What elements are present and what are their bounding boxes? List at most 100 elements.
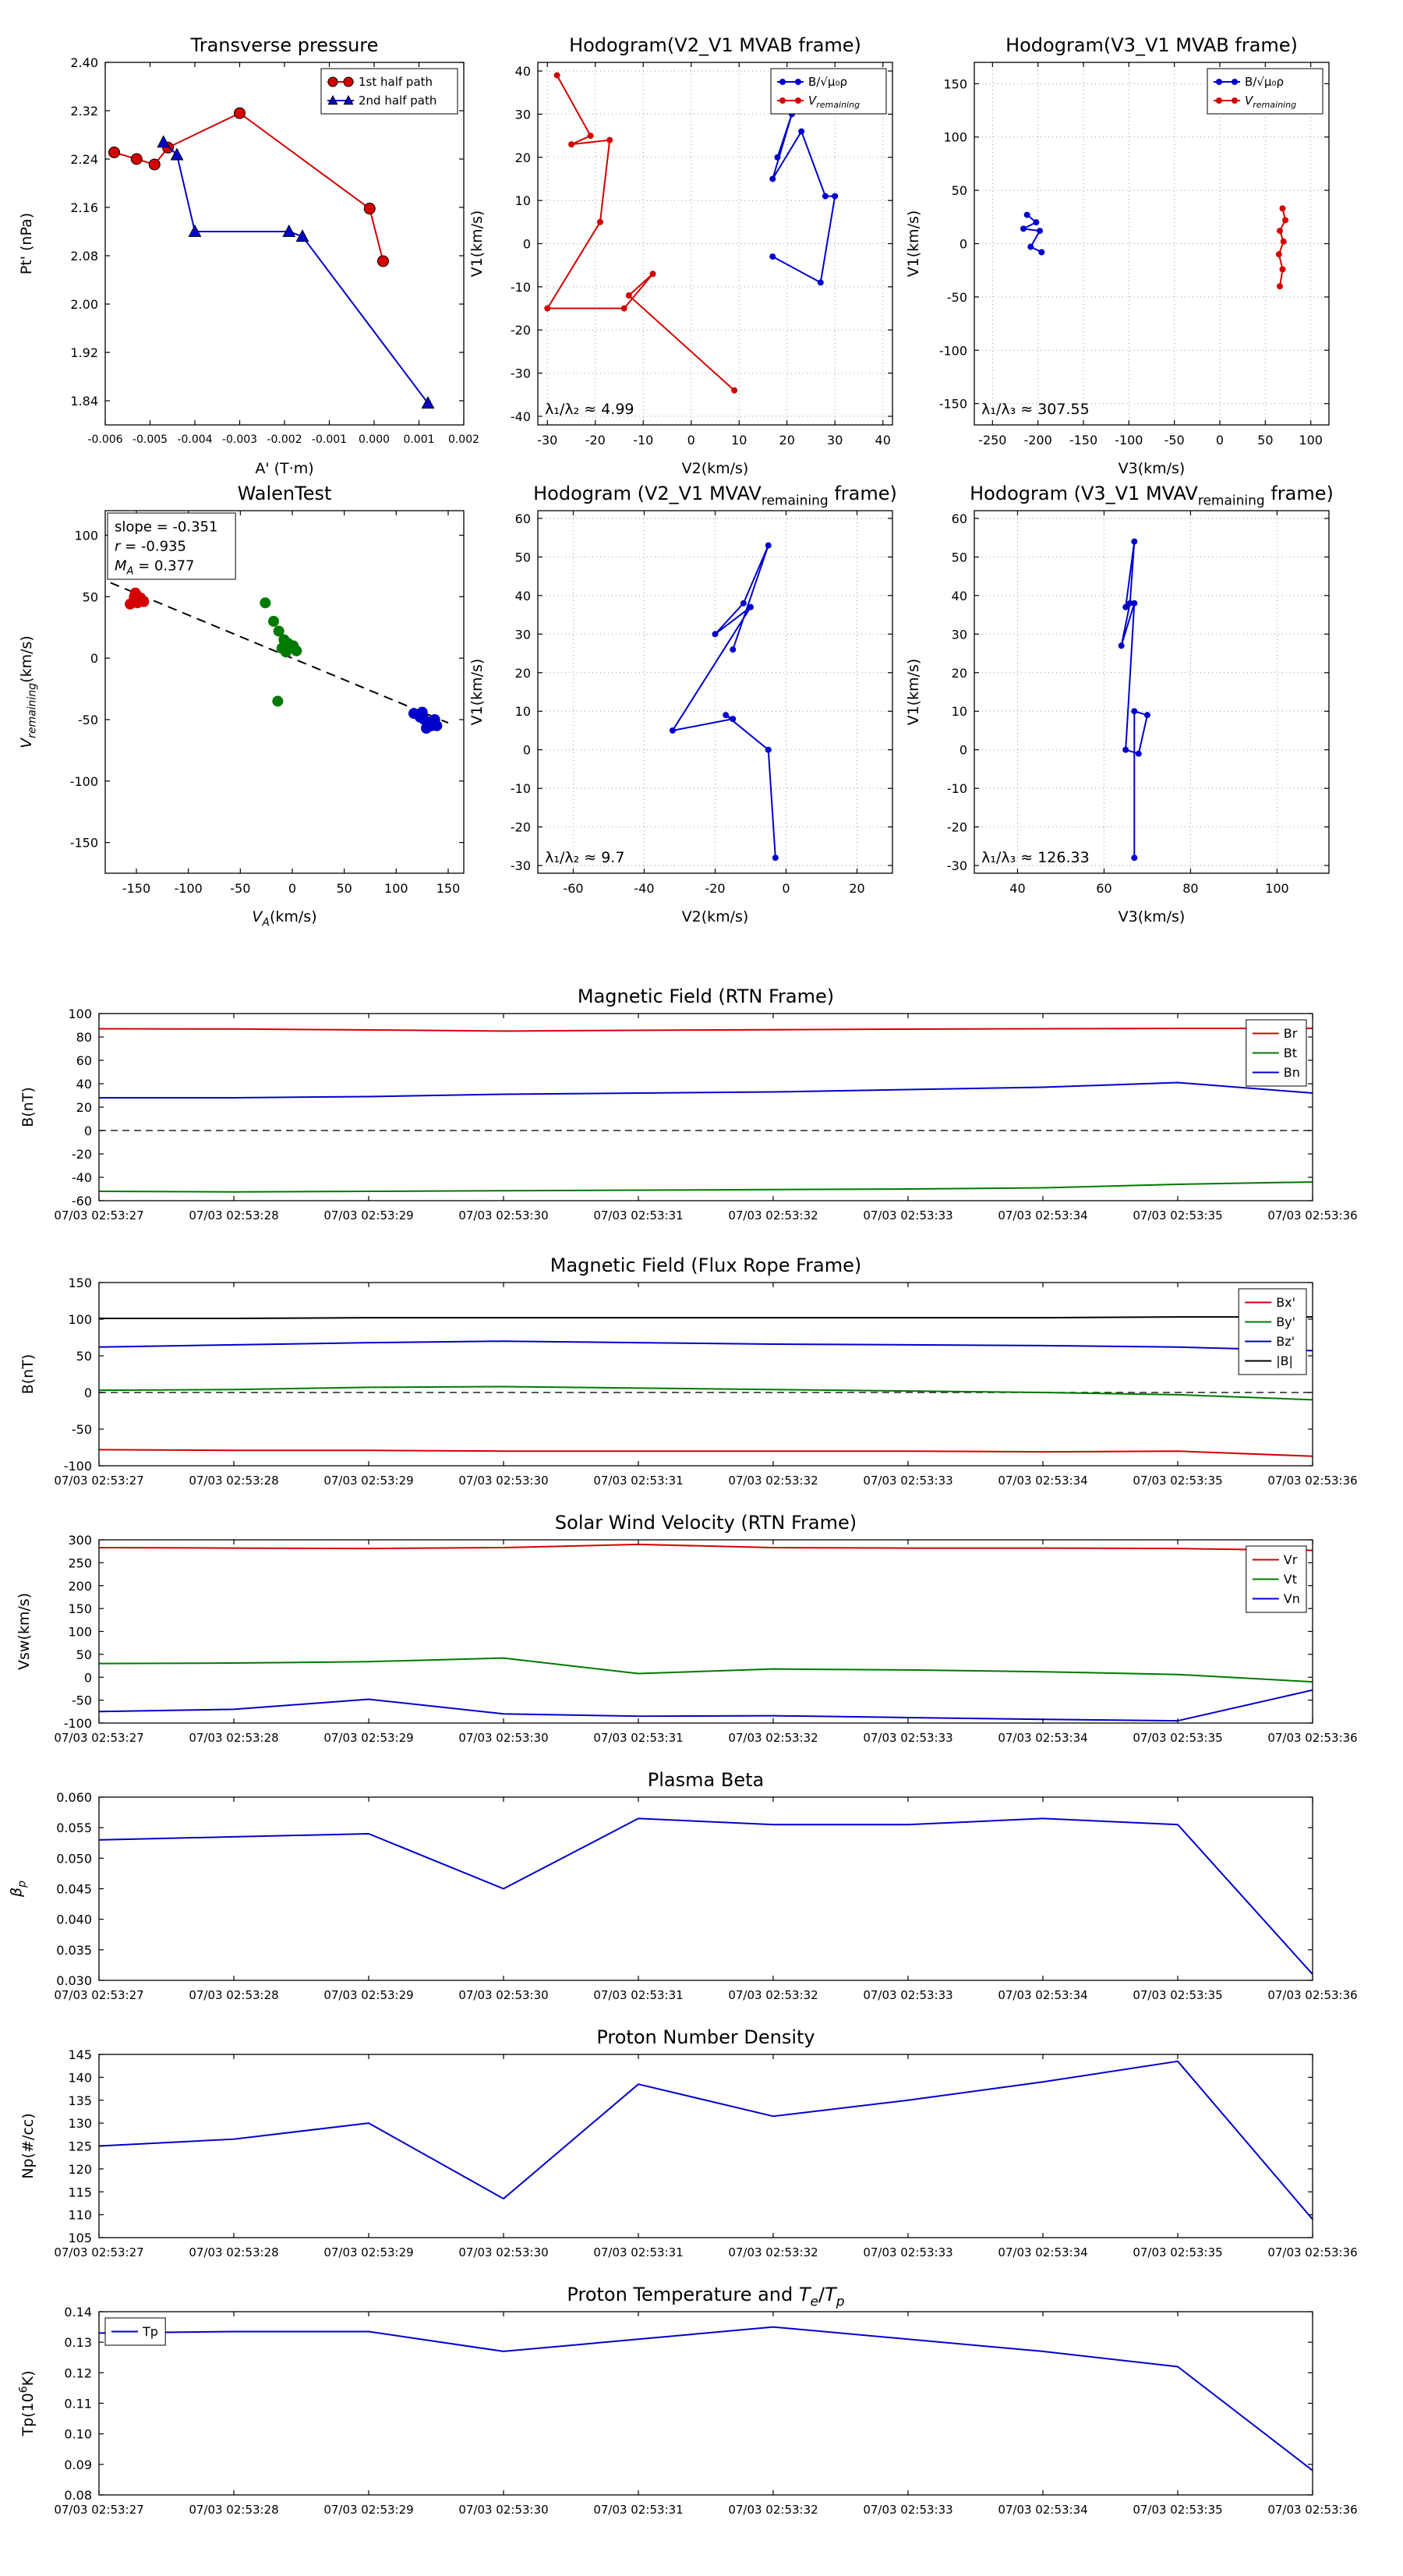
svg-text:07/03 02:53:27: 07/03 02:53:27 — [54, 1208, 143, 1223]
svg-text:07/03 02:53:36: 07/03 02:53:36 — [1267, 1208, 1357, 1223]
svg-text:145: 145 — [68, 2047, 92, 2062]
svg-text:0.030: 0.030 — [56, 1973, 92, 1988]
svg-text:λ₁/λ₃ ≈ 307.55: λ₁/λ₃ ≈ 307.55 — [981, 401, 1090, 418]
svg-text:150: 150 — [68, 1276, 92, 1290]
svg-text:0: 0 — [84, 1670, 92, 1685]
svg-text:07/03 02:53:36: 07/03 02:53:36 — [1267, 2245, 1357, 2259]
svg-text:0.040: 0.040 — [56, 1913, 92, 1927]
svg-text:0: 0 — [959, 237, 967, 252]
svg-text:-100: -100 — [939, 343, 967, 358]
svg-text:Plasma Beta: Plasma Beta — [648, 1769, 764, 1791]
svg-text:120: 120 — [68, 2162, 92, 2177]
svg-text:07/03 02:53:33: 07/03 02:53:33 — [863, 1731, 952, 1745]
svg-text:Bz': Bz' — [1276, 1334, 1295, 1349]
svg-text:0.12: 0.12 — [64, 2365, 92, 2380]
svg-text:slope = -0.351: slope = -0.351 — [115, 518, 217, 535]
svg-text:07/03 02:53:34: 07/03 02:53:34 — [998, 1208, 1087, 1223]
svg-text:Magnetic Field (RTN Frame): Magnetic Field (RTN Frame) — [578, 985, 834, 1007]
svg-text:Br: Br — [1284, 1026, 1298, 1041]
svg-text:250: 250 — [68, 1555, 92, 1570]
svg-text:MA = 0.377: MA = 0.377 — [115, 557, 195, 577]
svg-text:0.001: 0.001 — [403, 433, 434, 446]
svg-text:07/03 02:53:31: 07/03 02:53:31 — [593, 2503, 683, 2517]
svg-text:0: 0 — [1216, 433, 1224, 448]
svg-text:40: 40 — [515, 64, 531, 79]
svg-text:0.045: 0.045 — [56, 1882, 92, 1897]
svg-text:07/03 02:53:30: 07/03 02:53:30 — [458, 1988, 548, 2002]
svg-text:100: 100 — [943, 130, 967, 145]
svg-text:V1(km/s): V1(km/s) — [905, 659, 922, 726]
svg-text:07/03 02:53:29: 07/03 02:53:29 — [323, 2503, 413, 2517]
svg-text:λ₁/λ₂ ≈ 9.7: λ₁/λ₂ ≈ 9.7 — [545, 849, 624, 866]
svg-text:V1(km/s): V1(km/s) — [905, 211, 922, 278]
svg-text:07/03 02:53:33: 07/03 02:53:33 — [863, 1474, 952, 1488]
svg-text:07/03 02:53:29: 07/03 02:53:29 — [323, 2245, 413, 2259]
svg-text:Transverse pressure: Transverse pressure — [190, 34, 379, 56]
svg-text:Solar Wind Velocity (RTN Frame: Solar Wind Velocity (RTN Frame) — [555, 1512, 857, 1534]
svg-text:07/03 02:53:35: 07/03 02:53:35 — [1133, 1731, 1222, 1745]
svg-text:10: 10 — [731, 433, 747, 448]
svg-text:-10: -10 — [511, 280, 531, 295]
svg-text:150: 150 — [68, 1601, 92, 1616]
svg-text:-100: -100 — [64, 1459, 92, 1474]
svg-text:V3(km/s): V3(km/s) — [1119, 460, 1186, 477]
svg-text:0.035: 0.035 — [56, 1943, 92, 1958]
svg-text:-50: -50 — [230, 881, 250, 896]
svg-text:50: 50 — [76, 1647, 92, 1662]
svg-text:07/03 02:53:35: 07/03 02:53:35 — [1133, 2503, 1222, 2517]
chart-hodogram-v2v1-mvav: -60 -40 -20 0 20 -30 -20 -10 0 10 20 30 40 50 60Hodogr… — [468, 483, 897, 925]
svg-text:07/03 02:53:31: 07/03 02:53:31 — [593, 1474, 683, 1488]
svg-text:07/03 02:53:30: 07/03 02:53:30 — [458, 1731, 548, 1745]
svg-text:40: 40 — [76, 1077, 92, 1092]
chart-proton-temperature: 07/03 02:53:27 07/03 02:53:28 07/03 02:53:… — [17, 2284, 1357, 2517]
svg-text:Vremaining: Vremaining — [808, 94, 860, 110]
svg-text:07/03 02:53:31: 07/03 02:53:31 — [593, 1731, 683, 1745]
svg-text:20: 20 — [515, 666, 531, 681]
svg-text:Tp(106K): Tp(106K) — [17, 2370, 37, 2436]
svg-text:λ₁/λ₂ ≈ 4.99: λ₁/λ₂ ≈ 4.99 — [545, 401, 634, 418]
svg-text:Vt: Vt — [1284, 1572, 1297, 1587]
svg-text:V1(km/s): V1(km/s) — [468, 659, 486, 726]
svg-text:Pt' (nPa): Pt' (nPa) — [18, 213, 35, 274]
svg-text:2.16: 2.16 — [70, 200, 98, 215]
svg-text:100: 100 — [68, 1625, 92, 1640]
svg-text:-150: -150 — [122, 881, 150, 896]
svg-text:07/03 02:53:29: 07/03 02:53:29 — [323, 1474, 413, 1488]
svg-text:B(nT): B(nT) — [19, 1087, 37, 1127]
svg-text:60: 60 — [515, 511, 531, 526]
svg-text:150: 150 — [943, 76, 967, 91]
svg-text:-60: -60 — [563, 881, 583, 896]
svg-text:60: 60 — [1096, 881, 1111, 896]
svg-text:07/03 02:53:28: 07/03 02:53:28 — [189, 1731, 278, 1745]
svg-text:-50: -50 — [947, 290, 967, 305]
svg-text:0: 0 — [90, 651, 98, 666]
svg-text:40: 40 — [952, 589, 967, 603]
svg-text:-20: -20 — [511, 820, 531, 835]
svg-text:07/03 02:53:34: 07/03 02:53:34 — [998, 2245, 1087, 2259]
svg-text:80: 80 — [1182, 881, 1198, 896]
svg-text:-100: -100 — [64, 1716, 92, 1731]
svg-text:-60: -60 — [72, 1194, 92, 1208]
chart-hodogram-v3v1-mvab: -250 -200 -150 -100 -50 0 50 100 -150 -100 -50 0 50 1… — [905, 34, 1330, 477]
svg-text:07/03 02:53:36: 07/03 02:53:36 — [1267, 1731, 1357, 1745]
svg-text:λ₁/λ₃ ≈ 126.33: λ₁/λ₃ ≈ 126.33 — [981, 849, 1090, 866]
svg-text:07/03 02:53:34: 07/03 02:53:34 — [998, 1988, 1087, 2002]
svg-text:0.09: 0.09 — [64, 2457, 92, 2472]
svg-text:110: 110 — [68, 2208, 92, 2223]
svg-text:07/03 02:53:33: 07/03 02:53:33 — [863, 1208, 952, 1223]
svg-text:VA(km/s): VA(km/s) — [252, 908, 316, 929]
svg-text:30: 30 — [827, 433, 843, 448]
svg-text:Hodogram(V2_V1 MVAB frame): Hodogram(V2_V1 MVAB frame) — [569, 34, 861, 56]
svg-text:100: 100 — [68, 1312, 92, 1327]
svg-text:125: 125 — [68, 2139, 92, 2154]
svg-text:07/03 02:53:36: 07/03 02:53:36 — [1267, 1474, 1357, 1488]
svg-text:07/03 02:53:32: 07/03 02:53:32 — [728, 1208, 818, 1223]
svg-text:-10: -10 — [947, 781, 967, 796]
svg-text:1.84: 1.84 — [70, 394, 98, 409]
svg-text:0.11: 0.11 — [64, 2397, 92, 2411]
svg-text:200: 200 — [68, 1579, 92, 1594]
svg-text:-30: -30 — [537, 433, 557, 448]
svg-text:-0.002: -0.002 — [267, 433, 302, 446]
svg-text:-10: -10 — [633, 433, 653, 448]
